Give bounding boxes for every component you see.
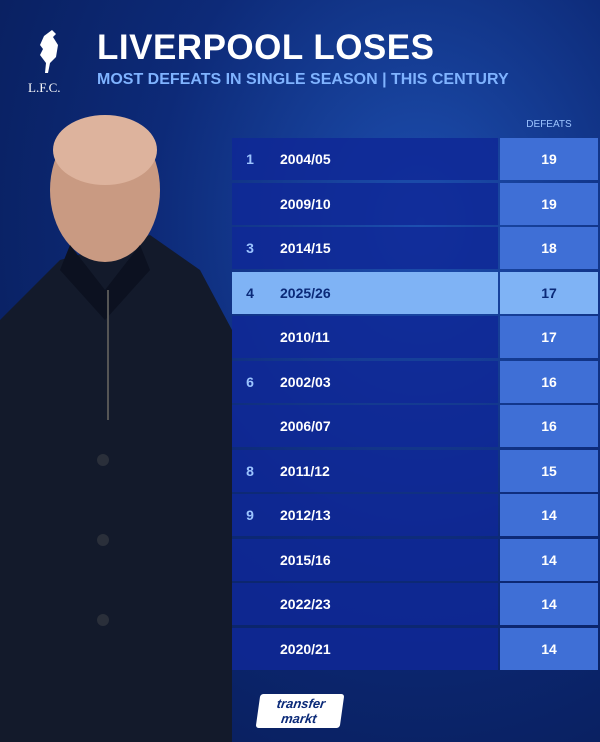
liver-bird: [40, 30, 58, 73]
brand-logo: transfer markt: [255, 694, 345, 728]
defeats-cell: 19: [500, 138, 598, 180]
table-row: 4 2025/26 17: [232, 271, 598, 314]
rank-cell: [232, 627, 268, 670]
defeats-cell: 14: [500, 538, 598, 581]
defeats-cell: 17: [500, 271, 598, 314]
season-cell: 2004/05: [268, 138, 498, 180]
table-row: 2020/21 14: [232, 627, 598, 670]
defeats-cell: 16: [500, 405, 598, 447]
rank-cell: 4: [232, 271, 268, 314]
table-row: 2009/10 19: [232, 182, 598, 225]
defeats-cell: 14: [500, 494, 598, 536]
defeats-cell: 18: [500, 227, 598, 269]
person-silhouette: [0, 115, 232, 742]
brand-word: markt: [280, 711, 318, 726]
table-row: 3 2014/15 18: [232, 227, 598, 269]
season-cell: 2006/07: [268, 405, 498, 447]
table-row: 2006/07 16: [232, 405, 598, 447]
title: LIVERPOOL LOSES: [97, 28, 435, 67]
season-cell: 2012/13: [268, 494, 498, 536]
defeats-cell: 19: [500, 182, 598, 225]
rank-cell: 3: [232, 227, 268, 269]
table-row: 2015/16 14: [232, 538, 598, 581]
rank-cell: [232, 182, 268, 225]
season-cell: 2025/26: [268, 271, 498, 314]
table-row: 2022/23 14: [232, 583, 598, 625]
club-logo-text: L.F.C.: [28, 80, 61, 95]
season-cell: 2015/16: [268, 538, 498, 581]
season-cell: 2020/21: [268, 627, 498, 670]
rank-cell: 1: [232, 138, 268, 180]
rank-cell: 6: [232, 360, 268, 403]
season-cell: 2022/23: [268, 583, 498, 625]
defeats-cell: 16: [500, 360, 598, 403]
season-cell: 2009/10: [268, 182, 498, 225]
subtitle: MOST DEFEATS IN SINGLE SEASON | THIS CEN…: [97, 71, 509, 88]
table-row: 2010/11 17: [232, 316, 598, 358]
season-cell: 2010/11: [268, 316, 498, 358]
season-cell: 2014/15: [268, 227, 498, 269]
brand-word: transfer: [275, 696, 327, 711]
rank-cell: [232, 538, 268, 581]
defeats-cell: 17: [500, 316, 598, 358]
table-row: 1 2004/05 19: [232, 138, 598, 180]
rank-cell: [232, 583, 268, 625]
season-cell: 2011/12: [268, 449, 498, 492]
rank-cell: 9: [232, 494, 268, 536]
defeats-cell: 14: [500, 583, 598, 625]
defeats-cell: 14: [500, 627, 598, 670]
rank-cell: [232, 316, 268, 358]
rank-cell: 8: [232, 449, 268, 492]
table-row: 6 2002/03 16: [232, 360, 598, 403]
defeats-cell: 15: [500, 449, 598, 492]
rank-cell: [232, 405, 268, 447]
table-row: 8 2011/12 15: [232, 449, 598, 492]
season-cell: 2002/03: [268, 360, 498, 403]
column-header: DEFEATS: [526, 119, 572, 130]
table-row: 9 2012/13 14: [232, 494, 598, 536]
